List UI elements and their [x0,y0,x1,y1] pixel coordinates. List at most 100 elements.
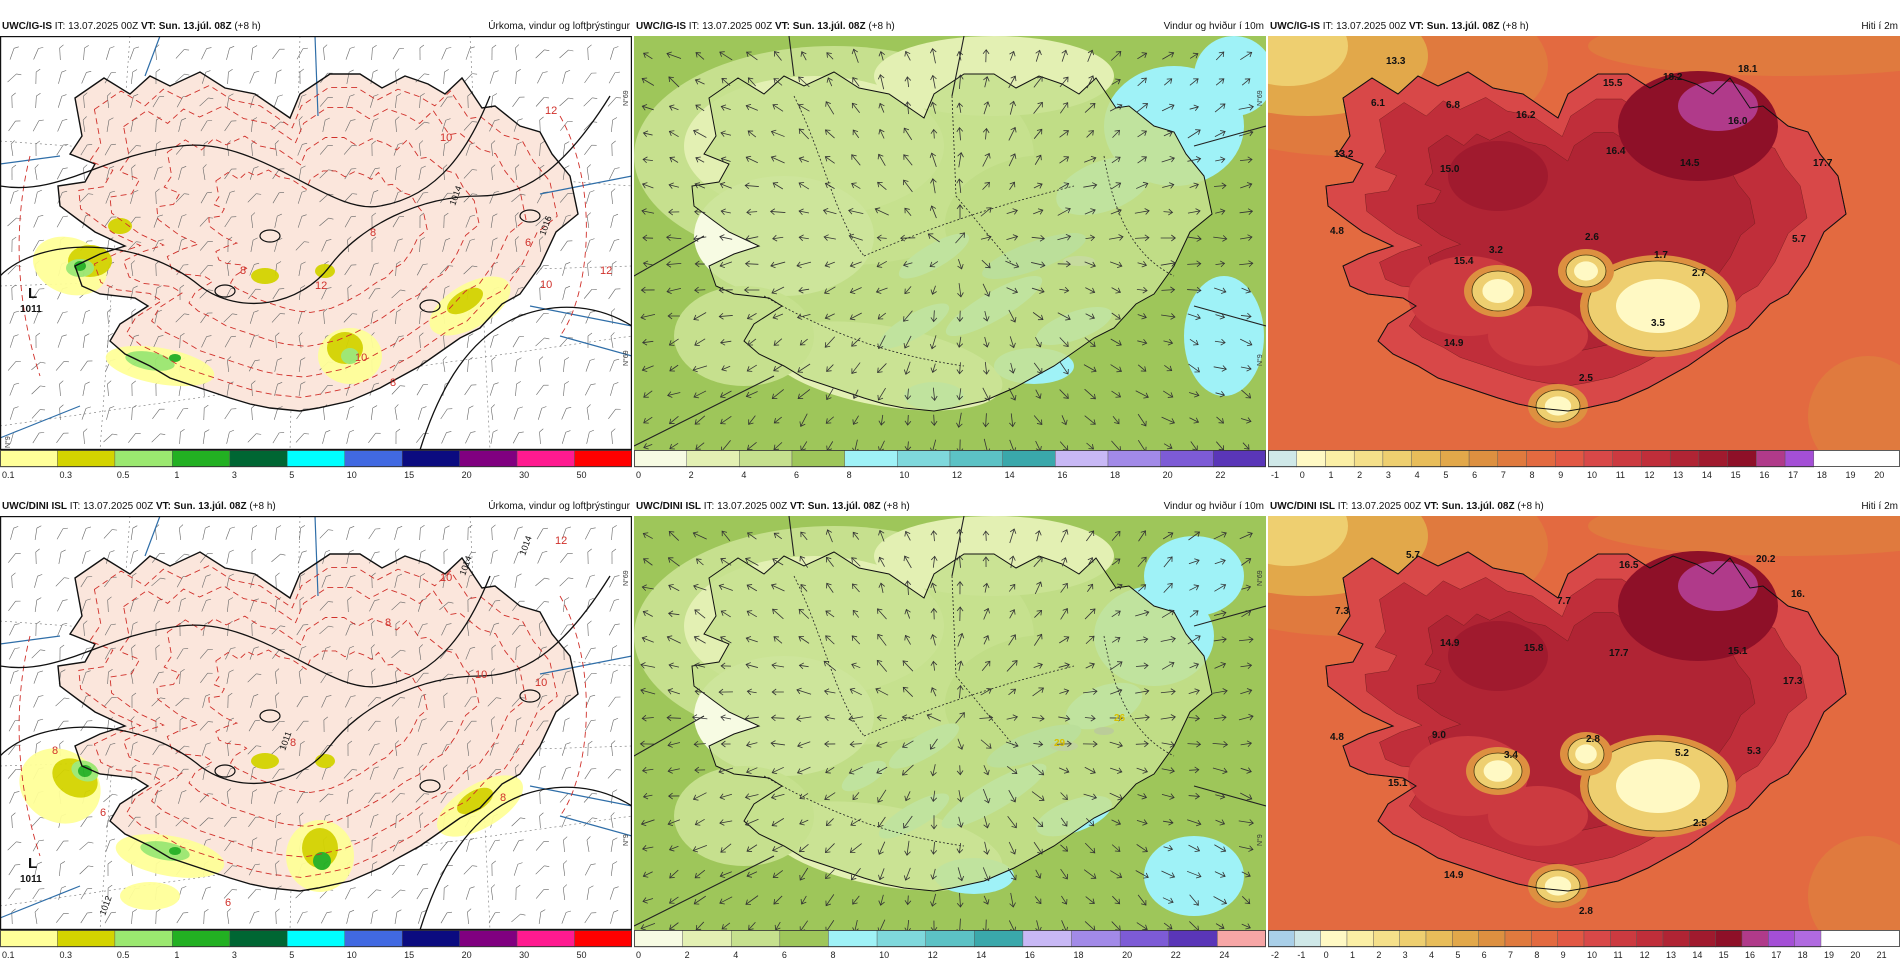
legend-tick: 10 [347,950,357,960]
isotherm-label: 6 [525,237,531,249]
legend-swatch [575,450,632,467]
temperature-value: 3.4 [1504,750,1518,761]
precip-area [315,754,335,768]
legend-swatch [517,930,574,947]
isotherm-label: 6 [100,807,106,819]
legend-swatch [1321,930,1347,947]
lead-time: (+8 h) [1502,21,1528,32]
legend-swatch [1527,450,1556,467]
temperature-value: 15.1 [1388,778,1408,789]
temperature-value: 9.0 [1432,730,1446,741]
low-letter: L [28,285,37,302]
legend-swatch [780,930,829,947]
legend-tick: 22 [1171,950,1181,960]
legend-swatch [1742,930,1768,947]
legend-swatch [402,450,459,467]
low-value: 1011 [20,874,42,885]
panel-dini-temp: UWC/DINI ISL IT: 13.07.2025 00Z VT: Sun.… [1268,498,1900,968]
legend-tick: 18 [1817,470,1827,480]
legend-tick: 18 [1110,470,1120,480]
model-name: UWC/DINI ISL [1270,501,1335,512]
legend-swatch [1347,930,1373,947]
panel-ig-temp: UWC/IG-IS IT: 13.07.2025 00Z VT: Sun. 13… [1268,18,1900,488]
glacier-area [1482,279,1513,303]
legend-swatch [0,450,57,467]
temperature-value: 14.9 [1444,338,1464,349]
legend-tick: 12 [952,470,962,480]
temperature-value: 20.2 [1756,554,1776,565]
lead-time: (+8 h) [868,21,894,32]
glacier-area [1575,744,1597,763]
temperature-value: 14.5 [1680,158,1700,169]
legend-tick: 4 [733,950,738,960]
temperature-value: 5.7 [1792,234,1806,245]
isotherm-label: 10 [540,279,552,291]
legend-tick: 8 [847,470,852,480]
isotherm-label: 6 [225,897,231,909]
legend-swatch [1383,450,1412,467]
temperature-value: 18.1 [1738,64,1758,75]
panel-ig-wind: UWC/IG-IS IT: 13.07.2025 00Z VT: Sun. 13… [634,18,1266,488]
legend-tick: 0.3 [59,950,72,960]
legend-swatch [1294,930,1320,947]
legend-swatch [1268,930,1294,947]
legend-tick: 20 [462,470,472,480]
legend-tick: 0 [636,470,641,480]
panel-dini-wind: UWC/DINI ISL IT: 13.07.2025 00Z VT: Sun.… [634,498,1266,968]
legend-tick: 3 [1386,470,1391,480]
legend-tick: 10 [347,470,357,480]
issue-time-label: IT: [70,501,81,512]
legend-tick: 12 [1640,950,1650,960]
temperature-value: 16.4 [1606,146,1626,157]
legend-swatch [683,930,732,947]
legend-swatch [974,930,1023,947]
temperature-value: 13.3 [1386,56,1406,67]
valid-time: Sun. 13.júl. 08Z [1427,21,1500,32]
legend-tick: 0.5 [117,470,130,480]
legend-tick: 24 [1219,950,1229,960]
legend-tick: 21 [1877,950,1887,960]
issue-time: 13.07.2025 00Z [717,501,787,512]
gust-value: 26 [1114,713,1126,724]
map-canvas: 101410141011101212108886610810L1011N°69N… [0,516,632,930]
legend-swatch [1325,450,1354,467]
legend-swatch [1555,450,1584,467]
temperature-value: 2.5 [1579,373,1593,384]
panel-title: Hiti í 2m [1861,498,1898,516]
lead-time: (+8 h) [234,21,260,32]
legend-tick: 15 [1731,470,1741,480]
panel-header: UWC/DINI ISL IT: 13.07.2025 00Z VT: Sun.… [634,498,1266,516]
issue-time: 13.07.2025 00Z [1351,501,1421,512]
precip-area [251,268,279,284]
legend-tick: 4 [1415,470,1420,480]
legend-swatch [792,450,845,467]
legend-swatch [517,450,574,467]
header-left: UWC/DINI ISL IT: 13.07.2025 00Z VT: Sun.… [2,498,276,516]
legend-swatch [1756,450,1785,467]
legend-tick: 6 [782,950,787,960]
panel-dini-precip: UWC/DINI ISL IT: 13.07.2025 00Z VT: Sun.… [0,498,632,968]
legend-swatch [687,450,740,467]
model-name: UWC/DINI ISL [2,501,67,512]
legend-swatch [897,450,950,467]
valid-time-label: VT: [775,21,790,32]
legend-tick: 0 [1324,950,1329,960]
legend-tick: 18 [1074,950,1084,960]
panel-header: UWC/IG-IS IT: 13.07.2025 00Z VT: Sun. 13… [634,18,1266,36]
temperature-value: 13.2 [1334,149,1354,160]
legend-swatch [877,930,926,947]
legend-swatch [634,450,687,467]
legend-swatch [1452,930,1478,947]
legend-swatch [1610,930,1636,947]
legend-swatch [1072,930,1121,947]
model-name: UWC/DINI ISL [636,501,701,512]
legend-tick: 9 [1558,470,1563,480]
